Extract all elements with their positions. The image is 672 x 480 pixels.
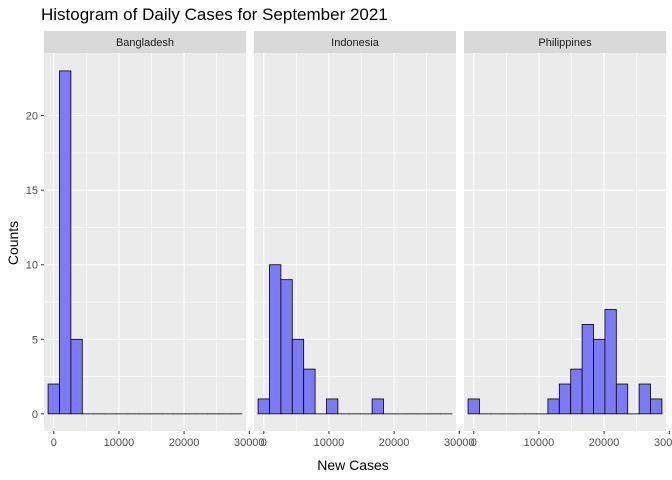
x-axis-title: New Cases xyxy=(317,457,389,473)
panel-background xyxy=(464,53,666,431)
histogram-bar xyxy=(371,398,384,415)
facet-label: Philippines xyxy=(538,37,592,49)
y-tick-label: 20 xyxy=(26,111,38,123)
histogram-bar xyxy=(650,398,663,415)
x-tick-label: 0 xyxy=(51,437,57,449)
histogram-bar xyxy=(615,383,629,415)
histogram-bar xyxy=(70,338,83,415)
facet-philippines: Philippines 0 10000 20000 30000 xyxy=(464,31,672,449)
histogram-bar xyxy=(570,368,583,415)
x-tick-label: 0 xyxy=(471,437,477,449)
histogram-bar xyxy=(558,383,572,415)
x-tick-label: 20000 xyxy=(379,437,410,449)
histogram-bar xyxy=(326,398,339,415)
histogram-bar xyxy=(467,398,480,415)
x-tick-label: 30000 xyxy=(444,437,475,449)
histogram-bar xyxy=(291,338,305,415)
x-tick-label: 10000 xyxy=(524,437,555,449)
histogram-bar xyxy=(280,279,293,415)
chart-title: Histogram of Daily Cases for September 2… xyxy=(41,5,388,24)
histogram-bar xyxy=(303,368,316,415)
y-axis-title: Counts xyxy=(5,221,21,265)
facet-label: Bangladesh xyxy=(116,37,174,49)
x-tick-label: 10000 xyxy=(104,437,135,449)
x-tick-label: 20000 xyxy=(169,437,200,449)
x-tick-label: 20000 xyxy=(589,437,620,449)
histogram-bar xyxy=(47,383,60,415)
x-tick-label: 30000 xyxy=(654,437,672,449)
histogram-bar xyxy=(593,338,606,415)
x-tick-label: 0 xyxy=(261,437,267,449)
facet-indonesia: Indonesia 0 10000 20000 30000 xyxy=(254,31,475,449)
x-tick-label: 10000 xyxy=(314,437,345,449)
facet-label: Indonesia xyxy=(331,37,380,49)
y-tick-label: 10 xyxy=(26,260,38,272)
histogram-bar xyxy=(638,383,651,415)
histogram-bar xyxy=(581,323,594,415)
y-tick-label: 15 xyxy=(26,185,38,197)
histogram-bar xyxy=(547,398,560,415)
y-tick-label: 5 xyxy=(32,334,38,346)
x-tick-label: 30000 xyxy=(234,437,265,449)
histogram-bar xyxy=(59,70,72,415)
y-tick-label: 0 xyxy=(32,409,38,421)
facet-strip xyxy=(464,31,666,53)
histogram-bar xyxy=(604,309,617,415)
facet-strip xyxy=(44,31,246,53)
histogram-bar xyxy=(257,398,270,415)
histogram-bar xyxy=(269,264,282,415)
facet-strip xyxy=(254,31,456,53)
